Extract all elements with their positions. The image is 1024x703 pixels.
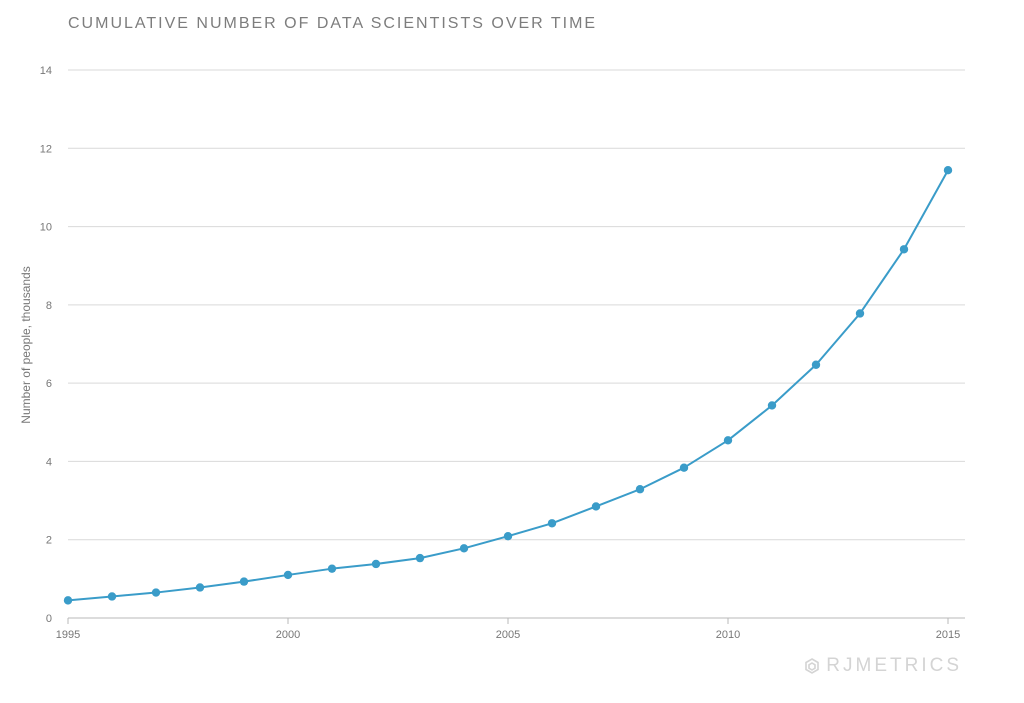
grid-lines [68, 69, 965, 541]
y-tick-label: 12 [40, 143, 52, 155]
data-point [635, 485, 645, 494]
axes [67, 617, 965, 624]
data-point [195, 583, 205, 592]
y-tick-label: 10 [40, 222, 52, 234]
y-tick-label: 4 [46, 456, 52, 468]
data-point [371, 559, 381, 569]
data-point [855, 309, 865, 318]
series-layer [63, 166, 953, 605]
rjmetrics-logo-icon [804, 658, 820, 674]
data-point [107, 592, 117, 601]
y-tick-label: 0 [46, 613, 52, 625]
data-point [503, 531, 513, 541]
data-point [591, 502, 601, 511]
y-tick-label: 2 [46, 535, 52, 547]
chart-title: CUMULATIVE NUMBER OF DATA SCIENTISTS OVE… [68, 15, 598, 32]
data-point [151, 588, 161, 597]
tick-labels: 0 2 4 6 8 10 12 14 1995 2000 2005 2010 2015 [40, 65, 960, 641]
x-tick-label: 2010 [716, 629, 740, 641]
data-point [283, 570, 293, 580]
data-point [767, 401, 777, 410]
y-tick-label: 8 [46, 300, 52, 312]
data-point [327, 564, 337, 573]
x-tick-label: 2000 [276, 629, 300, 641]
y-tick-label: 6 [46, 378, 52, 390]
data-point [679, 463, 689, 472]
data-point [63, 596, 73, 605]
rjmetrics-logo: RJMETRICS [804, 655, 962, 677]
x-tick-label: 2005 [496, 629, 520, 641]
data-point [811, 360, 821, 369]
logo-text: RJMETRICS [826, 655, 962, 676]
x-tick-label: 1995 [56, 629, 80, 641]
data-point [943, 166, 953, 175]
data-point [547, 519, 557, 528]
data-point [239, 577, 249, 586]
x-tick-label: 2015 [936, 629, 960, 641]
data-point [899, 245, 909, 254]
data-point [723, 436, 733, 445]
data-point [415, 553, 425, 563]
data-point [459, 544, 469, 553]
y-tick-label: 14 [40, 65, 52, 77]
